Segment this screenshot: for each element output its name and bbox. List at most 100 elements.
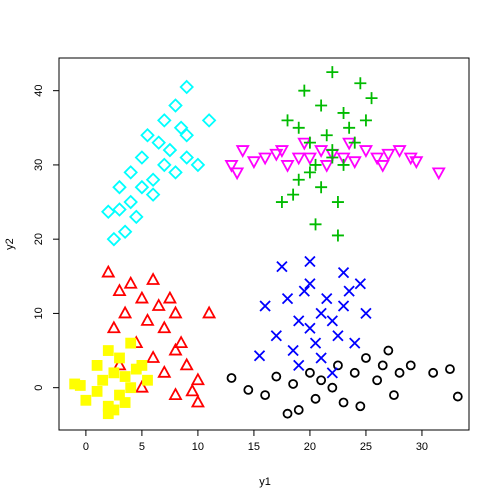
point	[452, 391, 463, 402]
point	[349, 367, 360, 378]
point	[114, 389, 125, 401]
point	[315, 307, 327, 320]
point	[134, 150, 150, 165]
point	[134, 179, 150, 195]
y-tick-label: 0	[33, 385, 45, 391]
point	[403, 152, 418, 166]
point	[394, 367, 405, 378]
point	[112, 357, 127, 371]
point	[302, 152, 317, 166]
point	[347, 156, 362, 170]
point	[91, 360, 103, 371]
point	[112, 179, 127, 195]
point	[157, 157, 172, 173]
point	[168, 305, 183, 319]
point	[361, 353, 371, 363]
point	[281, 292, 294, 305]
point	[168, 165, 183, 180]
point	[288, 379, 299, 389]
point	[179, 357, 194, 371]
point	[336, 152, 351, 166]
x-tick-label: 30	[416, 441, 428, 453]
point	[319, 160, 334, 173]
point	[123, 165, 138, 180]
point	[243, 385, 254, 395]
y-tick-label: 30	[33, 159, 45, 171]
x-tick-label: 15	[248, 441, 260, 453]
point	[349, 337, 361, 349]
point	[326, 66, 339, 79]
point	[80, 394, 92, 406]
point	[151, 135, 166, 150]
point	[275, 196, 288, 209]
point	[91, 385, 103, 397]
x-tick-label: 20	[304, 441, 316, 453]
point	[298, 84, 311, 97]
point	[309, 158, 322, 171]
point	[337, 106, 350, 119]
point	[431, 167, 446, 181]
point	[282, 408, 293, 419]
point	[202, 305, 217, 319]
point	[168, 387, 183, 401]
point	[101, 204, 116, 219]
point	[309, 218, 322, 231]
point	[157, 320, 172, 334]
point	[321, 292, 333, 305]
point	[291, 152, 306, 166]
point	[102, 345, 114, 356]
point	[298, 285, 310, 297]
point	[179, 150, 194, 165]
point	[270, 330, 282, 342]
point	[140, 127, 155, 143]
x-tick-label: 10	[192, 441, 204, 453]
point	[259, 300, 271, 312]
point	[358, 145, 373, 158]
point	[174, 335, 189, 349]
point	[185, 383, 200, 397]
point	[179, 79, 194, 95]
point	[292, 173, 305, 186]
point	[428, 367, 439, 378]
point	[292, 121, 305, 134]
point	[337, 300, 350, 312]
point	[157, 364, 172, 378]
point	[145, 187, 161, 202]
point	[162, 290, 177, 304]
point	[293, 315, 305, 327]
point	[226, 373, 237, 383]
point	[354, 77, 367, 90]
point	[276, 261, 288, 273]
point	[117, 224, 133, 240]
point	[287, 188, 300, 201]
point	[123, 275, 138, 289]
plot-frame	[58, 57, 470, 431]
point	[327, 382, 338, 393]
point	[381, 148, 396, 162]
point	[125, 382, 137, 394]
y-tick-label: 20	[33, 233, 45, 245]
point	[405, 360, 416, 371]
point	[337, 266, 350, 279]
point	[112, 283, 127, 297]
point	[383, 345, 394, 356]
point	[305, 367, 315, 378]
point	[326, 151, 339, 164]
point	[342, 137, 357, 151]
point	[281, 114, 294, 127]
point	[303, 166, 316, 179]
point	[157, 113, 172, 128]
point	[320, 129, 333, 142]
point	[287, 344, 299, 357]
point	[310, 393, 321, 404]
point	[224, 160, 239, 173]
point	[359, 114, 372, 127]
point	[331, 229, 344, 242]
point	[326, 367, 338, 379]
point	[134, 379, 149, 393]
point	[280, 160, 295, 173]
point	[315, 181, 328, 194]
point	[146, 350, 161, 363]
point	[274, 145, 289, 158]
